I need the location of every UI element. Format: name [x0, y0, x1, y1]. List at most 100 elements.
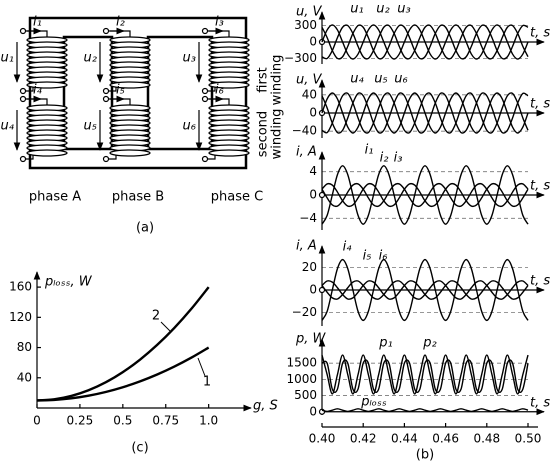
- y-tick-label: 40: [302, 87, 317, 101]
- phase-label: phase C: [211, 190, 263, 205]
- phase-label: phase A: [29, 190, 81, 205]
- series-label: i₂: [380, 151, 389, 166]
- coil-turn: [109, 149, 151, 157]
- lead: [23, 87, 34, 92]
- y-axis-label: i, A: [296, 239, 317, 254]
- current-label: i₂: [116, 15, 125, 30]
- voltage-label: u₁: [1, 51, 14, 66]
- terminal: [201, 95, 209, 103]
- y-tick-label: 0: [309, 283, 317, 297]
- y-tick-label: 1500: [286, 356, 317, 370]
- lead: [106, 87, 117, 92]
- x-tick-label: 0.44: [391, 432, 418, 446]
- voltage-label: u₅: [84, 119, 97, 134]
- lead: [205, 98, 230, 105]
- lead: [23, 98, 48, 105]
- series-label: i₄: [343, 240, 353, 255]
- label-leader: [160, 321, 171, 332]
- coil-turn: [26, 81, 68, 89]
- y-axis-label: i, A: [296, 145, 317, 160]
- series-line: [321, 92, 529, 134]
- y-tick-label: 40: [17, 370, 32, 384]
- series-line: [36, 346, 210, 402]
- series-label: i₅: [363, 249, 372, 264]
- x-axis-label: t, s: [530, 97, 550, 112]
- terminal: [19, 87, 27, 95]
- y-tick-label: −40: [292, 124, 317, 138]
- x-tick-label: 0.40: [309, 432, 336, 446]
- series-label: 2: [152, 309, 160, 324]
- voltage-label: u₃: [183, 51, 196, 66]
- series-label: u₂: [376, 2, 389, 17]
- terminal: [201, 87, 209, 95]
- x-tick-label: 0.50: [515, 432, 542, 446]
- series-label: 1: [203, 375, 211, 390]
- y-tick-label: 0: [309, 404, 317, 418]
- y-axis-label: u, V: [296, 73, 323, 88]
- series-label: i₃: [394, 151, 403, 166]
- series-label: p₁: [378, 336, 392, 351]
- current-label: i₃: [215, 15, 224, 30]
- series-line: [321, 24, 529, 60]
- y-tick-label: 0: [309, 106, 317, 120]
- series-line: [321, 359, 529, 394]
- series-line: [321, 24, 529, 60]
- series-label: u₃: [397, 2, 410, 17]
- series-line: [36, 286, 210, 402]
- y-tick-label: 4: [309, 164, 317, 178]
- winding-label: second: [256, 111, 271, 157]
- lead: [23, 155, 34, 160]
- y-tick-label: 0: [309, 188, 317, 202]
- terminal: [201, 27, 209, 35]
- y-tick-label: −20: [292, 305, 317, 319]
- series-line: [321, 24, 529, 60]
- series-line: [321, 92, 529, 134]
- voltage-label: u₄: [1, 119, 15, 134]
- y-tick-label: 80: [17, 340, 32, 354]
- lead: [205, 155, 216, 160]
- x-tick-label: 0.25: [67, 414, 94, 428]
- terminal: [102, 95, 110, 103]
- winding-label: winding: [270, 109, 285, 160]
- core-window: [62, 35, 114, 151]
- y-tick-label: −4: [299, 211, 317, 225]
- x-tick-label: 0.48: [473, 432, 500, 446]
- series-line: [321, 92, 529, 134]
- terminal: [19, 95, 27, 103]
- series-label: u₁: [350, 2, 363, 17]
- winding-label: first: [256, 67, 271, 92]
- series-line: [321, 182, 529, 208]
- terminal: [102, 87, 110, 95]
- series-line: [321, 354, 529, 395]
- x-axis-label: t, s: [530, 26, 550, 41]
- lead: [106, 155, 117, 160]
- series-label: u₅: [374, 72, 387, 87]
- series-label: u₆: [394, 72, 407, 87]
- lead: [106, 98, 131, 105]
- terminal: [19, 27, 27, 35]
- current-label: i₆: [215, 83, 224, 98]
- series-label: pₗₒₛₛ: [360, 395, 387, 410]
- origin: [318, 191, 326, 199]
- label-leader: [197, 357, 206, 377]
- coil-turn: [208, 81, 250, 89]
- voltage-label: u₂: [84, 51, 97, 66]
- y-tick-label: 20: [302, 260, 317, 274]
- y-axis-label: u, V: [296, 5, 323, 20]
- caption: (a): [136, 221, 154, 236]
- y-axis-label: p, W: [295, 332, 327, 347]
- x-axis-label: t, s: [530, 179, 550, 194]
- terminal: [201, 155, 209, 163]
- y-tick-label: 500: [294, 388, 317, 402]
- series-line: [321, 165, 529, 225]
- terminal: [102, 27, 110, 35]
- y-tick-label: 0: [309, 35, 317, 49]
- x-axis-label: t, s: [530, 395, 550, 410]
- core-outer: [28, 16, 248, 170]
- coil-turn: [109, 81, 151, 89]
- series-label: i₁: [365, 143, 374, 158]
- y-tick-label: −300: [284, 51, 317, 65]
- x-tick-label: 1.0: [199, 414, 218, 428]
- x-tick-label: 0.46: [432, 432, 459, 446]
